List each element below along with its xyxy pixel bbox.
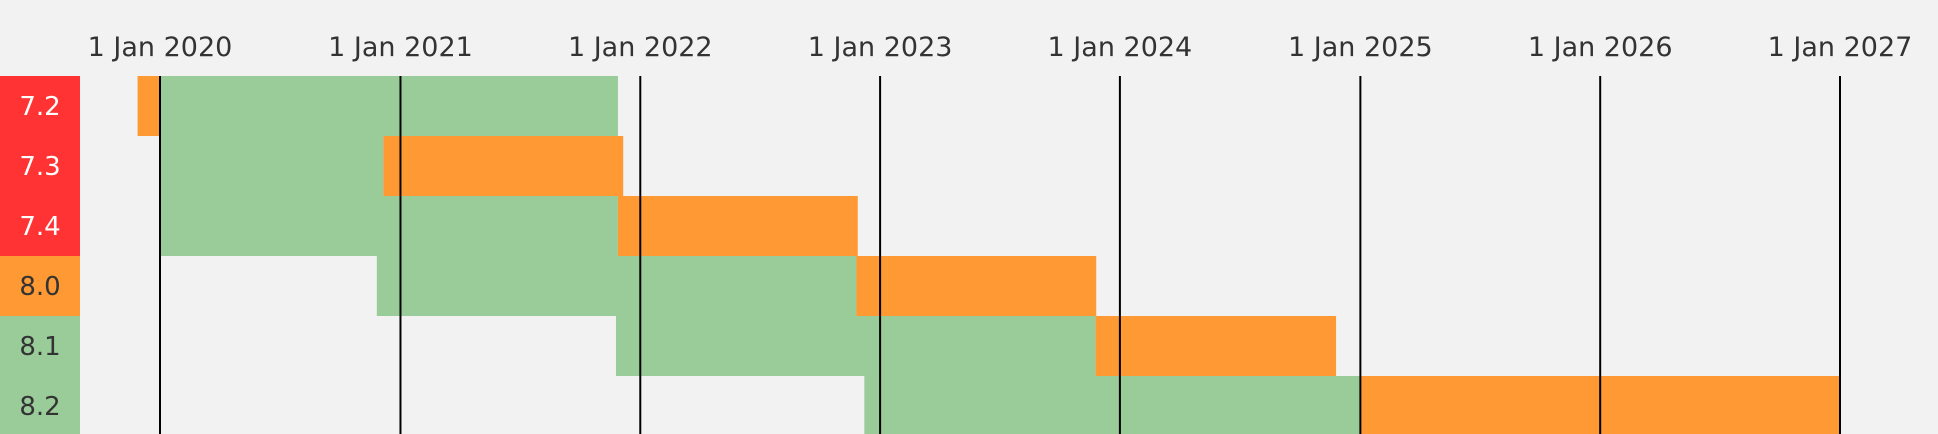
x-tick-label-7: 1 Jan 2027 [1768,32,1913,63]
tick-labels-layer: 1 Jan 2020 1 Jan 2021 1 Jan 2022 1 Jan 2023… [88,32,1913,63]
row-label-cell-7-4 [0,196,80,256]
row-label-7-4: 7.4 [19,212,60,242]
row-label-cell-7-3 [0,136,80,196]
active-support-bar-7-2 [137,76,618,136]
gridlines-layer [159,76,1841,434]
row-label-7-3: 7.3 [19,152,60,182]
active-support-bar-7-4 [159,196,618,256]
row-label-cell-8-1 [0,316,80,376]
row-label-8-1: 8.1 [19,332,60,362]
row-label-8-0: 8.0 [19,272,60,302]
x-tick-label-6: 1 Jan 2026 [1528,32,1673,63]
row-labels-layer: 7.2 7.3 7.4 8.0 8.1 8.2 [0,76,80,434]
active-support-bar-8-2 [864,376,1360,434]
x-tick-label-1: 1 Jan 2021 [328,32,473,63]
row-label-cell-8-2 [0,376,80,434]
security-support-bar-8-0 [856,256,1097,316]
active-support-bar-8-1 [615,316,1096,376]
x-tick-label-3: 1 Jan 2023 [808,32,953,63]
x-tick-label-2: 1 Jan 2022 [568,32,713,63]
row-label-cell-7-2 [0,76,80,136]
security-support-bar-7-2 [137,76,160,136]
security-support-bar-7-3 [383,136,624,196]
row-label-8-2: 8.2 [19,392,60,422]
row-label-7-2: 7.2 [19,92,60,122]
row-label-cell-8-0 [0,256,80,316]
x-tick-label-5: 1 Jan 2025 [1288,32,1433,63]
bars-layer [137,76,1840,434]
x-tick-label-4: 1 Jan 2024 [1048,32,1193,63]
active-support-bar-8-0 [376,256,857,316]
security-support-bar-7-4 [617,196,858,256]
security-support-bar-8-1 [1095,316,1337,376]
x-tick-label-0: 1 Jan 2020 [88,32,233,63]
active-support-bar-7-3 [159,136,384,196]
